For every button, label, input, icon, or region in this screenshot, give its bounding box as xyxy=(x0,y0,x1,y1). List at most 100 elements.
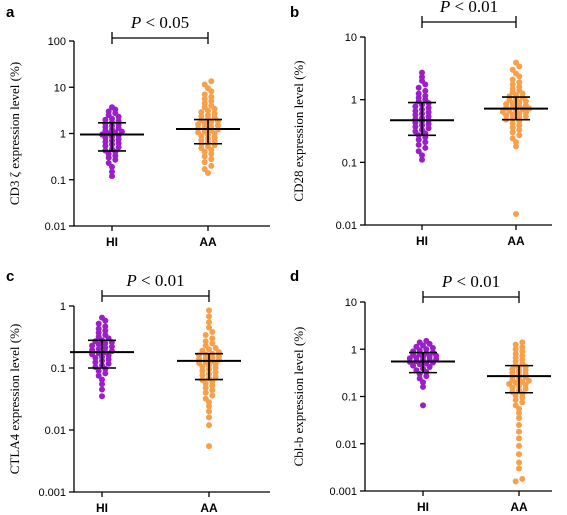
data-point xyxy=(206,443,212,450)
data-point xyxy=(519,399,526,406)
data-point xyxy=(202,332,209,339)
data-point xyxy=(513,210,519,217)
data-point xyxy=(516,132,523,139)
y-tick-label: 0.1 xyxy=(342,392,357,404)
data-point xyxy=(212,369,219,376)
data-point xyxy=(422,92,429,99)
data-point xyxy=(509,120,516,127)
data-point xyxy=(516,442,522,449)
data-point xyxy=(105,160,112,167)
data-point xyxy=(415,94,422,101)
data-point xyxy=(102,344,109,351)
x-tick-label-hi: HI xyxy=(416,234,428,248)
data-point xyxy=(512,402,519,409)
panel-b: b CD28 expression level (%) 0.01 0.1 1 10 HI AA… xyxy=(290,0,552,248)
data-point xyxy=(102,323,109,330)
data-point xyxy=(415,141,422,148)
data-point xyxy=(102,332,109,339)
data-point xyxy=(206,324,212,331)
data-point xyxy=(202,395,209,402)
data-point xyxy=(209,329,216,336)
data-point xyxy=(519,339,526,346)
y-tick-label: 10 xyxy=(345,297,357,309)
data-point xyxy=(512,346,519,353)
x-tick-label-aa: AA xyxy=(510,500,528,514)
y-tick-label: 1 xyxy=(351,344,357,356)
y-axis-label: CTLA4 expression level (%) xyxy=(7,324,22,475)
data-point xyxy=(422,139,429,146)
data-point xyxy=(516,79,523,86)
data-point xyxy=(95,345,102,352)
data-point xyxy=(202,389,209,396)
data-point xyxy=(102,327,109,334)
y-tick-label: 100 xyxy=(48,36,66,48)
panel-d: d Cbl-b expression level (%) 0.001 0.01 0.1 1… xyxy=(290,268,552,514)
data-point xyxy=(201,91,208,98)
data-point xyxy=(202,342,209,349)
data-point xyxy=(419,73,425,80)
data-point xyxy=(506,380,513,387)
y-tick-label: 0.1 xyxy=(342,157,357,169)
y-tick-label: 0.1 xyxy=(51,175,66,187)
data-point xyxy=(422,144,429,151)
data-point xyxy=(206,422,212,429)
data-point xyxy=(208,162,215,169)
data-point xyxy=(509,366,516,373)
y-tick-label: 1 xyxy=(351,95,357,107)
data-point xyxy=(419,156,425,163)
p-value-label: P < 0.05 xyxy=(130,13,189,32)
series-hi xyxy=(80,104,144,180)
data-point xyxy=(99,314,105,321)
data-point xyxy=(198,109,205,116)
data-point xyxy=(201,166,208,173)
data-point xyxy=(413,343,420,350)
data-point xyxy=(412,107,419,114)
data-point xyxy=(423,373,430,380)
x-tick-label-aa: AA xyxy=(507,234,525,248)
data-point xyxy=(509,76,516,83)
data-point xyxy=(512,341,519,348)
x-tick-label-aa: AA xyxy=(200,501,218,515)
data-point xyxy=(99,393,105,400)
data-point xyxy=(425,104,432,111)
data-point xyxy=(211,110,218,117)
p-value-label: P < 0.01 xyxy=(441,272,500,291)
data-point xyxy=(415,136,422,143)
data-point xyxy=(208,78,215,85)
data-point xyxy=(513,59,519,66)
y-tick-label: 0.01 xyxy=(45,425,66,437)
data-point xyxy=(201,153,208,160)
data-point xyxy=(413,367,420,374)
data-point xyxy=(415,90,422,97)
series-hi xyxy=(391,337,455,409)
series-hi xyxy=(70,314,134,400)
data-point xyxy=(202,384,209,391)
series-aa xyxy=(484,59,548,217)
data-point xyxy=(499,108,506,115)
x-tick-label-hi: HI xyxy=(417,500,429,514)
data-point xyxy=(425,109,432,116)
data-point xyxy=(195,121,202,128)
y-axis-label: CD28 expression level (%) xyxy=(291,60,306,201)
p-value-label: P < 0.01 xyxy=(439,0,498,16)
data-point xyxy=(95,372,102,379)
y-tick-label: 0.001 xyxy=(38,487,66,499)
y-tick-label: 0.001 xyxy=(329,486,357,498)
data-point xyxy=(519,475,526,482)
series-hi xyxy=(390,69,454,163)
data-point xyxy=(214,122,221,129)
data-point xyxy=(513,143,519,150)
panel-letter: d xyxy=(290,268,299,285)
data-point xyxy=(109,168,115,175)
data-point xyxy=(516,421,522,428)
data-point xyxy=(202,338,209,345)
y-axis-label: CD3 ζ expression level (%) xyxy=(7,62,22,205)
data-point xyxy=(419,69,425,76)
data-point xyxy=(208,98,215,105)
panel-c: c CTLA4 expression level (%) 0.001 0.01 0.1 1… xyxy=(6,268,270,515)
data-point xyxy=(420,402,426,409)
series-aa xyxy=(487,339,551,485)
data-point xyxy=(208,102,215,109)
data-point xyxy=(95,325,102,332)
